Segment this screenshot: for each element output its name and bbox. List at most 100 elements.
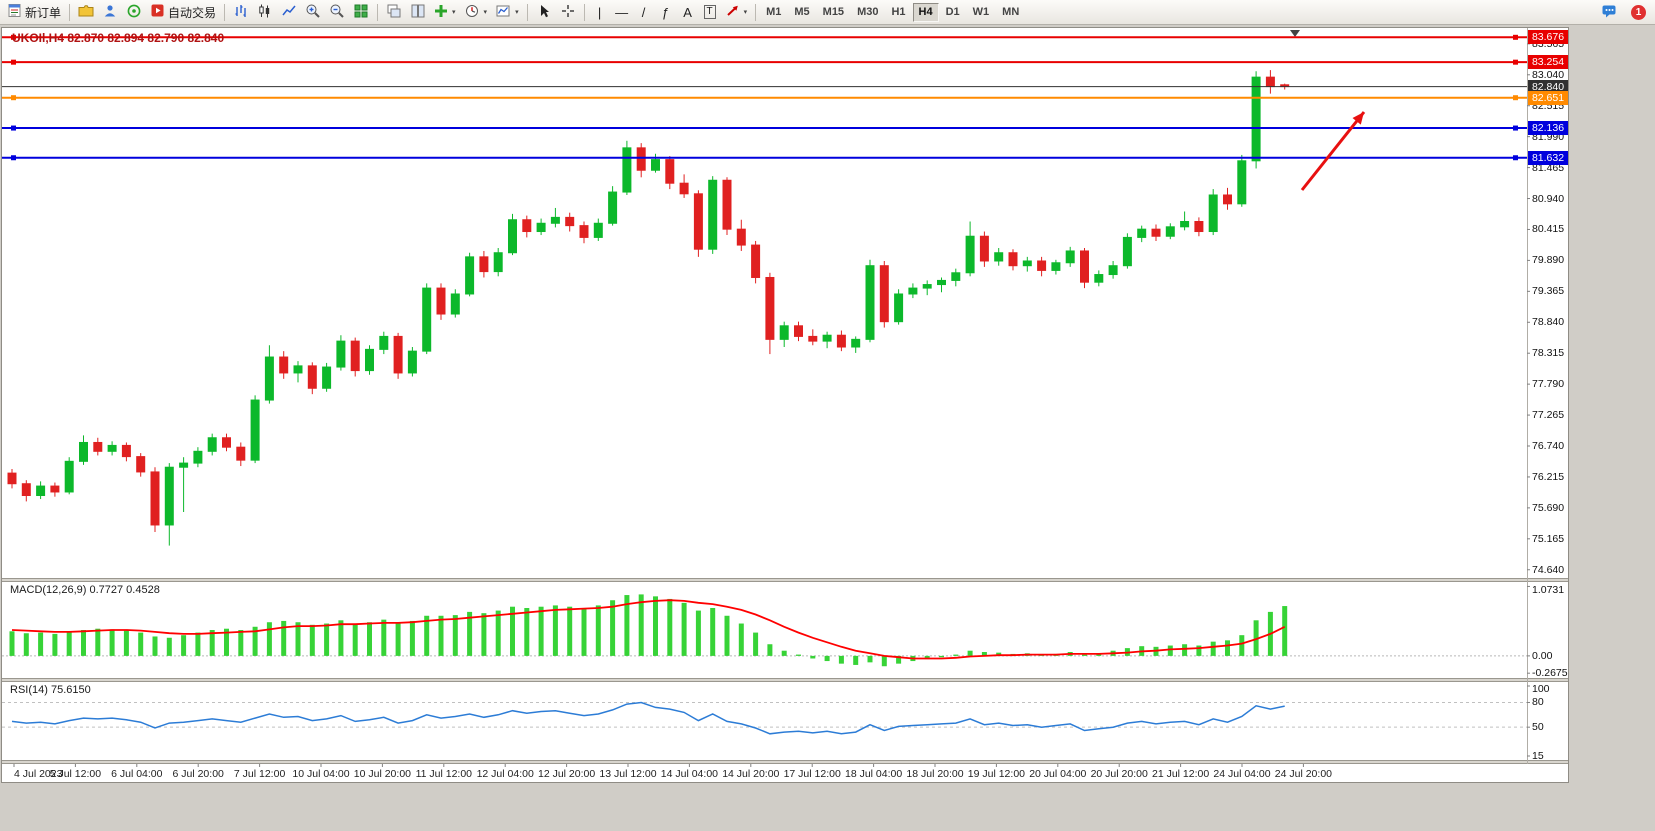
template-chart-icon: [495, 3, 511, 22]
timeframe-button-m15[interactable]: M15: [817, 3, 850, 22]
timeframe-button-mn[interactable]: MN: [996, 3, 1025, 22]
timeframe-button-d1[interactable]: D1: [940, 3, 966, 22]
toolbar: 新订单 自动交易: [0, 0, 1655, 25]
time-label: 19 Jul 12:00: [967, 768, 1025, 780]
cascade-windows-button[interactable]: [382, 2, 406, 23]
new-order-label: 新订单: [25, 5, 62, 20]
candlestick-series: [7, 70, 1290, 546]
templates-button[interactable]: ▾: [491, 2, 523, 23]
timeframe-group: M1 M5 M15 M30 H1 H4 D1 W1 MN: [760, 2, 1025, 22]
text-tool-icon: A: [683, 4, 692, 20]
price-tick: 76.215: [1532, 470, 1565, 483]
zoom-out-button[interactable]: [325, 2, 349, 23]
zoom-out-icon: [329, 3, 345, 22]
price-tick: 74.640: [1532, 563, 1565, 576]
price-badge-83.676: 83.676: [1528, 30, 1568, 45]
vertical-line-icon: |: [597, 4, 602, 20]
arrow-tools-button[interactable]: ▾: [721, 2, 752, 23]
price-badge-82.651: 82.651: [1528, 90, 1568, 105]
timeframe-button-m30[interactable]: M30: [851, 3, 884, 22]
macd-indicator-label: MACD(12,26,9) 0.7727 0.4528: [10, 584, 160, 596]
chevron-down-icon: ▾: [452, 9, 456, 16]
rsi-line: [11, 701, 1285, 735]
text-label-tool-button[interactable]: T: [699, 2, 721, 23]
time-label: 4 Jul 2023: [14, 768, 63, 780]
price-tick: 77.790: [1532, 378, 1565, 391]
timeframe-button-m1[interactable]: M1: [760, 3, 787, 22]
chat-icon: [1601, 3, 1617, 22]
trendline-icon: /: [641, 4, 646, 20]
auto-trading-button[interactable]: 自动交易: [146, 2, 220, 23]
timeframe-button-w1[interactable]: W1: [967, 3, 996, 22]
candlestick-icon: [257, 3, 273, 22]
crosshair-button[interactable]: [556, 2, 580, 23]
timeframe-button-h4[interactable]: H4: [912, 2, 939, 22]
horizontal-line-tool-button[interactable]: —: [611, 2, 633, 23]
price-tick: 79.890: [1532, 254, 1565, 267]
text-tool-button[interactable]: A: [677, 2, 699, 23]
rsi-axis-label: 50: [1532, 721, 1544, 734]
price-badge-82.840: 82.840: [1528, 79, 1568, 94]
time-label: 18 Jul 04:00: [844, 768, 903, 780]
time-label: 7 Jul 12:00: [233, 768, 286, 780]
arrow-shape-icon: [725, 3, 740, 21]
ohlc-bars-icon: [233, 3, 249, 22]
tile-grid-icon: [353, 3, 369, 22]
price-badge-81.632: 81.632: [1528, 150, 1568, 165]
line-chart-icon: [281, 3, 297, 22]
rsi-indicator-label: RSI(14) 75.6150: [10, 684, 91, 696]
fibonacci-tool-button[interactable]: ƒ: [655, 2, 677, 23]
chart-symbol-title: UKOIl,H4 82.870 82.894 82.790 82.840: [12, 31, 225, 45]
time-label: 17 Jul 12:00: [783, 768, 841, 780]
periods-button[interactable]: ▾: [460, 2, 492, 23]
timeframe-button-m5[interactable]: M5: [788, 3, 815, 22]
macd-axis-label: 1.0731: [1532, 584, 1565, 596]
bar-chart-button[interactable]: [229, 2, 253, 23]
toolbar-separator: [377, 3, 379, 21]
chevron-down-icon: ▾: [515, 9, 519, 16]
chat-button[interactable]: [1597, 2, 1621, 23]
profiles-button[interactable]: [74, 2, 98, 23]
cursor-icon: [536, 3, 552, 22]
cursor-button[interactable]: [532, 2, 556, 23]
trend-arrow-annotation[interactable]: [1300, 111, 1366, 191]
time-label: 12 Jul 20:00: [537, 768, 596, 780]
price-tick: 76.740: [1532, 440, 1565, 452]
macd-axis-label: 0.00: [1532, 649, 1553, 662]
price-tick: 75.165: [1532, 532, 1565, 545]
chart-canvas[interactable]: [2, 28, 1568, 782]
time-label: 20 Jul 20:00: [1090, 768, 1148, 780]
indicators-button[interactable]: ▾: [430, 2, 460, 23]
macd-histogram: [9, 594, 1288, 667]
candlestick-chart-button[interactable]: [253, 2, 277, 23]
zoom-in-button[interactable]: [301, 2, 325, 23]
notification-badge[interactable]: 1: [1631, 4, 1646, 20]
tile-vertical-button[interactable]: [406, 2, 430, 23]
price-tick: 77.265: [1532, 409, 1565, 422]
toolbar-separator: [755, 3, 757, 21]
time-label: 10 Jul 20:00: [353, 768, 411, 780]
vertical-line-tool-button[interactable]: |: [589, 2, 611, 23]
horizontal-line-icon: —: [615, 4, 629, 20]
line-chart-button[interactable]: [277, 2, 301, 23]
time-label: 13 Jul 12:00: [599, 768, 657, 780]
price-tick: 83.040: [1532, 68, 1565, 81]
time-label: 14 Jul 20:00: [722, 768, 780, 780]
price-tick: 80.940: [1532, 192, 1565, 205]
price-badge-82.136: 82.136: [1528, 121, 1568, 136]
price-tick: 79.365: [1532, 285, 1565, 298]
signal-icon: [126, 3, 142, 22]
timeframe-button-h1[interactable]: H1: [885, 3, 911, 22]
time-label: 14 Jul 04:00: [660, 768, 718, 780]
new-order-button[interactable]: 新订单: [3, 2, 65, 23]
community-button[interactable]: [98, 2, 122, 23]
fibonacci-icon: ƒ: [661, 4, 670, 20]
chart-shift-marker: [1290, 30, 1300, 37]
price-badge-83.254: 83.254: [1528, 55, 1568, 70]
trendline-tool-button[interactable]: /: [633, 2, 655, 23]
signals-button[interactable]: [122, 2, 146, 23]
toolbar-separator: [583, 3, 585, 21]
time-label: 20 Jul 04:00: [1029, 768, 1087, 780]
rsi-axis-label: 15: [1532, 750, 1544, 762]
tile-windows-button[interactable]: [349, 2, 373, 23]
